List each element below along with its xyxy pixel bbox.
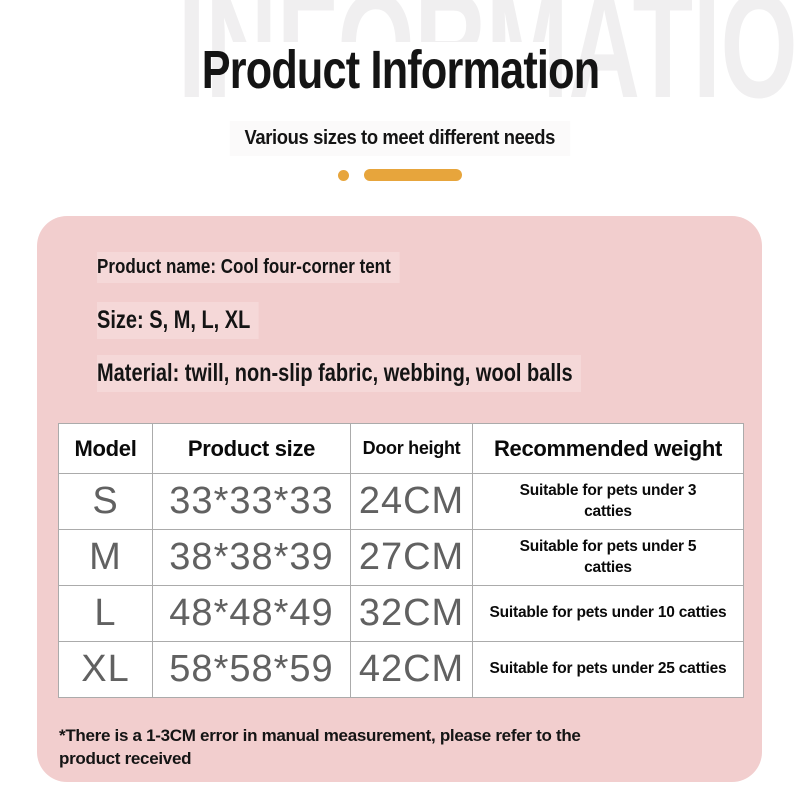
product-size-cell: 38*38*39 <box>152 529 351 586</box>
door-height-cell: 32CM <box>350 585 473 642</box>
size-options-line: Size: S, M, L, XL <box>97 302 259 339</box>
product-size-cell: 58*58*59 <box>152 641 351 698</box>
recommended-weight-cell: Suitable for pets under 25 catties <box>472 641 744 698</box>
table-row: L 48*48*49 32CM Suitable for pets under … <box>58 585 744 642</box>
divider-bar <box>364 169 462 181</box>
door-height-cell: 27CM <box>350 529 473 586</box>
col-header-product-size: Product size <box>152 423 351 474</box>
door-height-cell: 42CM <box>350 641 473 698</box>
model-cell: L <box>58 585 153 642</box>
accent-divider <box>0 169 800 181</box>
product-size-cell: 48*48*49 <box>152 585 351 642</box>
recommended-weight-cell: Suitable for pets under 3 catties <box>472 473 744 530</box>
col-header-model: Model <box>58 423 153 474</box>
page-subtitle-label: Various sizes to meet different needs <box>230 121 570 156</box>
col-header-recommended-weight: Recommended weight <box>472 423 744 474</box>
model-cell: XL <box>58 641 153 698</box>
measurement-footnote: *There is a 1-3CM error in manual measur… <box>59 726 581 768</box>
material-line: Material: twill, non-slip fabric, webbin… <box>97 355 581 392</box>
col-header-door-height: Door height <box>350 423 473 474</box>
page-title: Product Information <box>0 42 800 99</box>
size-chart-table: Model Product size Door height Recommend… <box>58 423 744 698</box>
page-subtitle: Various sizes to meet different needs <box>0 121 800 156</box>
product-name-line: Product name: Cool four-corner tent <box>97 252 400 283</box>
model-cell: M <box>58 529 153 586</box>
recommended-weight-cell: Suitable for pets under 5 catties <box>472 529 744 586</box>
table-header-row: Model Product size Door height Recommend… <box>58 423 744 474</box>
model-cell: S <box>58 473 153 530</box>
table-row: M 38*38*39 27CM Suitable for pets under … <box>58 529 744 586</box>
door-height-cell: 24CM <box>350 473 473 530</box>
page-title-label: Product Information <box>201 40 599 100</box>
product-size-cell: 33*33*33 <box>152 473 351 530</box>
table-row: XL 58*58*59 42CM Suitable for pets under… <box>58 641 744 698</box>
product-details-panel: Product name: Cool four-corner tent Size… <box>37 216 762 782</box>
recommended-weight-cell: Suitable for pets under 10 catties <box>472 585 744 642</box>
table-row: S 33*33*33 24CM Suitable for pets under … <box>58 473 744 530</box>
divider-dot-icon <box>338 169 349 181</box>
